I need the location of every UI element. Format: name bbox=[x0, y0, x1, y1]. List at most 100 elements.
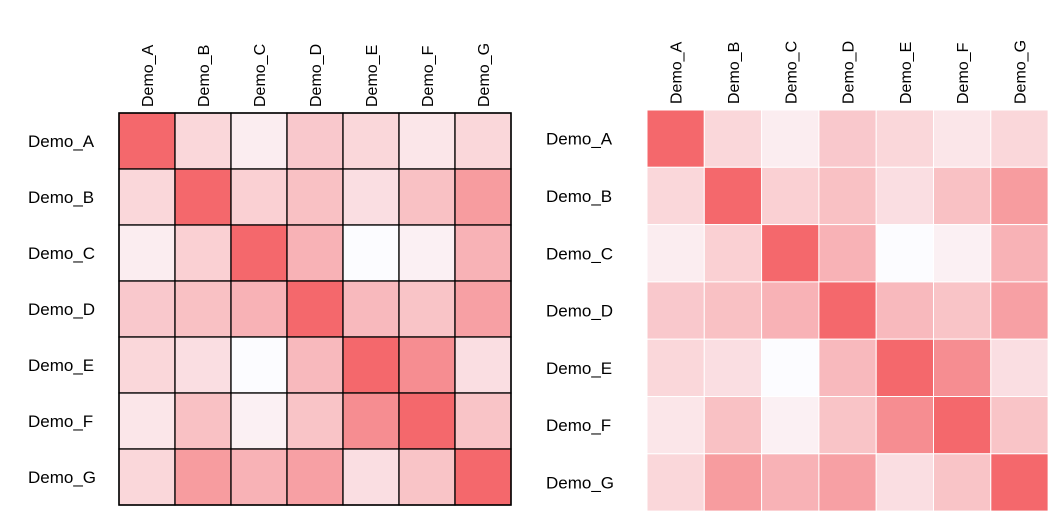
heatmap-cell bbox=[342, 112, 400, 170]
heatmap-cell bbox=[286, 448, 344, 506]
heatmap-cell bbox=[286, 336, 344, 394]
heatmap-cell bbox=[454, 448, 512, 506]
heatmap-cell bbox=[398, 224, 456, 282]
heatmap-cell bbox=[703, 453, 763, 512]
heatmap-panel-right: Demo_A Demo_B Demo_C Demo_D Demo_E Demo_F Demo… bbox=[546, 40, 1049, 512]
heatmap-cell bbox=[933, 453, 992, 512]
heatmap-cell bbox=[818, 281, 877, 340]
column-label: Demo_C bbox=[252, 44, 269, 107]
heatmap-cell bbox=[230, 392, 288, 450]
row-label: Demo_B bbox=[28, 188, 94, 207]
heatmap-cell bbox=[703, 396, 763, 455]
heatmap-cell bbox=[703, 224, 763, 283]
heatmap-cell bbox=[118, 168, 176, 226]
heatmap-cell bbox=[286, 224, 344, 282]
heatmap-cell bbox=[703, 166, 763, 226]
heatmap-cell bbox=[398, 112, 456, 170]
row-label: Demo_G bbox=[28, 468, 96, 487]
column-label: Demo_G bbox=[1012, 40, 1029, 104]
heatmap-cell bbox=[230, 168, 288, 226]
heatmap-cell bbox=[398, 336, 456, 394]
heatmap-cell bbox=[990, 338, 1049, 398]
heatmap-cell bbox=[646, 338, 705, 398]
heatmap-cell bbox=[398, 392, 456, 450]
heatmap-cell bbox=[454, 224, 512, 282]
row-label: Demo_E bbox=[28, 356, 94, 375]
heatmap-cell bbox=[454, 112, 512, 170]
row-label: Demo_D bbox=[546, 302, 613, 321]
heatmap-cell bbox=[342, 392, 400, 450]
heatmap-cell bbox=[398, 448, 456, 506]
row-label: Demo_A bbox=[546, 130, 613, 149]
heatmap-cell bbox=[230, 280, 288, 338]
heatmap-cell bbox=[118, 280, 176, 338]
row-label: Demo_G bbox=[546, 473, 614, 492]
column-label: Demo_E bbox=[364, 45, 381, 107]
heatmap-cell bbox=[230, 336, 288, 394]
column-label: Demo_B bbox=[196, 45, 213, 107]
heatmap-cell bbox=[174, 224, 232, 282]
heatmap-cell bbox=[990, 453, 1049, 512]
column-label: Demo_A bbox=[669, 41, 686, 104]
heatmap-cell bbox=[875, 338, 935, 398]
row-label: Demo_F bbox=[28, 412, 93, 431]
heatmap-cell bbox=[286, 392, 344, 450]
heatmap-cell bbox=[933, 109, 992, 168]
heatmap-cell bbox=[990, 109, 1049, 168]
heatmap-cell bbox=[990, 281, 1049, 340]
heatmap-cell bbox=[875, 281, 935, 340]
heatmap-cell bbox=[990, 396, 1049, 455]
heatmap-cell bbox=[818, 453, 877, 512]
heatmap-cell bbox=[875, 166, 935, 226]
column-label: Demo_D bbox=[308, 44, 325, 107]
heatmap-cell bbox=[646, 396, 705, 455]
heatmap-cell bbox=[818, 396, 877, 455]
column-label: Demo_D bbox=[841, 41, 858, 104]
heatmap-cell bbox=[933, 166, 992, 226]
column-label: Demo_A bbox=[140, 44, 157, 107]
heatmap-cell bbox=[703, 281, 763, 340]
column-label: Demo_B bbox=[726, 42, 743, 104]
heatmap-cell bbox=[342, 448, 400, 506]
heatmap-cell bbox=[118, 224, 176, 282]
heatmap-cell bbox=[646, 281, 705, 340]
heatmap-cell bbox=[342, 336, 400, 394]
heatmap-cell bbox=[286, 280, 344, 338]
row-label: Demo_F bbox=[546, 416, 611, 435]
heatmap-cell bbox=[118, 336, 176, 394]
heatmap-cell bbox=[454, 168, 512, 226]
heatmap-cell bbox=[454, 280, 512, 338]
heatmap-cell bbox=[703, 338, 763, 398]
heatmap-cell bbox=[174, 448, 232, 506]
heatmap-cell bbox=[761, 281, 820, 340]
heatmap-cell bbox=[875, 396, 935, 455]
heatmap-cell bbox=[230, 448, 288, 506]
heatmap-cell bbox=[761, 224, 820, 283]
row-label: Demo_C bbox=[546, 244, 613, 263]
heatmap-cell bbox=[761, 396, 820, 455]
column-label: Demo_G bbox=[476, 43, 493, 107]
column-label: Demo_C bbox=[783, 41, 800, 104]
heatmap-cell bbox=[818, 166, 877, 226]
heatmap-cell bbox=[933, 338, 992, 398]
heatmap-cell bbox=[646, 224, 705, 283]
heatmap-cell bbox=[174, 112, 232, 170]
heatmap-cell bbox=[230, 224, 288, 282]
heatmap-cell bbox=[818, 109, 877, 168]
heatmap-cell bbox=[818, 224, 877, 283]
heatmap-cell bbox=[933, 281, 992, 340]
heatmap-cell bbox=[118, 112, 176, 170]
heatmap-cell bbox=[118, 448, 176, 506]
row-label: Demo_A bbox=[28, 132, 95, 151]
heatmap-cell bbox=[761, 453, 820, 512]
heatmap-cell bbox=[990, 224, 1049, 283]
heatmap-border bbox=[118, 112, 512, 506]
heatmap-cell bbox=[174, 280, 232, 338]
heatmap-cell bbox=[174, 336, 232, 394]
heatmap-cell bbox=[342, 168, 400, 226]
heatmap-cell bbox=[875, 453, 935, 512]
heatmap-panel-left: Demo_A Demo_B Demo_C Demo_D Demo_E Demo_F Demo… bbox=[28, 43, 512, 506]
heatmap-cell bbox=[818, 338, 877, 398]
column-label: Demo_F bbox=[420, 45, 437, 107]
heatmap-cell bbox=[454, 392, 512, 450]
